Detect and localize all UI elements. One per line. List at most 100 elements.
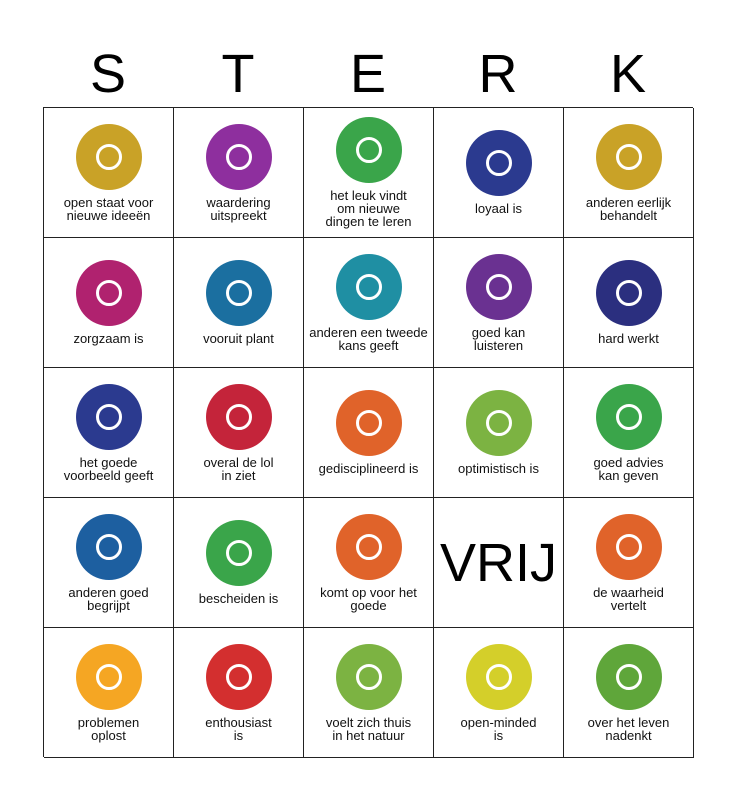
icon-glyph <box>95 280 122 306</box>
cell-icon <box>75 383 142 450</box>
cell-label: optimistisch is <box>458 461 539 476</box>
cell-label: hard werkt <box>598 331 659 346</box>
cell-label: overal de lol <box>203 454 274 470</box>
cell-label: behandelt <box>599 207 658 223</box>
icon-glyph <box>615 280 642 306</box>
cell-label: het leuk vindt <box>330 188 407 203</box>
icon-glyph <box>95 143 122 170</box>
cell-label: oplost <box>91 727 126 743</box>
cell-label: is <box>233 727 244 743</box>
bingo-cell: hard werkt <box>564 238 694 368</box>
cell-label: goed kan <box>471 324 526 340</box>
cell-label: dingen te leren <box>325 214 412 229</box>
bingo-cell: voelt zich thuis in het natuur <box>304 628 434 758</box>
icon-glyph <box>485 150 512 176</box>
cell-icon <box>595 643 662 710</box>
cell-icon <box>205 383 272 450</box>
cell-label: problemen <box>77 714 140 730</box>
column-letter: S <box>89 44 127 104</box>
cell-icon <box>335 643 402 710</box>
column-letter: E <box>349 44 387 104</box>
bingo-cell: loyaal is <box>434 108 564 238</box>
cell-label: uitspreekt <box>210 207 267 223</box>
cell-label: kan geven <box>598 467 659 483</box>
cell-label: anderen eerlijk <box>585 194 672 210</box>
cell-label: goed advies <box>593 454 664 470</box>
cell-label: komt op voor het <box>320 584 417 600</box>
icon-glyph <box>355 137 382 163</box>
cell-icon <box>465 253 532 320</box>
cell-label: over het leven <box>587 714 670 730</box>
cell-label: open staat voor <box>63 194 154 210</box>
bingo-cell: het leuk vindt om nieuwe dingen te leren <box>304 108 434 238</box>
cell-label: is <box>493 727 504 743</box>
icon-glyph <box>225 280 252 306</box>
cell-icon <box>335 117 402 183</box>
bingo-cell: zorgzaam is <box>44 238 174 368</box>
cell-label: nadenkt <box>605 727 652 743</box>
bingo-cell: overal de lol in ziet <box>174 368 304 498</box>
bingo-cell: over het leven nadenkt <box>564 628 694 758</box>
cell-icon <box>205 260 272 326</box>
cell-icon <box>465 130 532 196</box>
cell-label: nieuwe ideeën <box>66 207 151 223</box>
cell-label: het goede <box>79 454 138 470</box>
column-letter: K <box>609 44 647 104</box>
cell-label: vertelt <box>610 597 647 613</box>
cell-label: begrijpt <box>87 597 130 613</box>
cell-icon <box>75 513 142 580</box>
bingo-cell: enthousiast is <box>174 628 304 758</box>
icon-glyph <box>615 663 642 690</box>
bingo-cell: goed kan luisteren <box>434 238 564 368</box>
cell-icon <box>465 643 532 710</box>
cell-label: anderen een tweede <box>309 324 428 340</box>
cell-icon <box>335 253 402 320</box>
bingo-cell: open-minded is <box>434 628 564 758</box>
bingo-cell: VRIJ <box>434 498 564 628</box>
cell-icon <box>595 383 662 450</box>
icon-glyph <box>485 663 512 690</box>
icon-glyph <box>355 663 382 690</box>
icon-glyph <box>225 143 252 170</box>
cell-icon <box>205 123 272 190</box>
bingo-cell: het goede voorbeeld geeft <box>44 368 174 498</box>
bingo-cell: de waarheid vertelt <box>564 498 694 628</box>
icon-glyph <box>95 533 122 560</box>
icon-glyph <box>95 663 122 690</box>
cell-icon <box>75 123 142 190</box>
cell-label: luisteren <box>473 337 524 353</box>
icon-glyph <box>615 143 642 170</box>
cell-icon <box>595 513 662 580</box>
icon-glyph <box>615 533 642 560</box>
bingo-cell: goed advies kan geven <box>564 368 694 498</box>
cell-label: in ziet <box>221 467 256 483</box>
icon-glyph <box>95 403 122 430</box>
bingo-cell: anderen eerlijk behandelt <box>564 108 694 238</box>
bingo-cell: open staat voor nieuwe ideeën <box>44 108 174 238</box>
bingo-cell: optimistisch is <box>434 368 564 498</box>
icon-glyph <box>225 663 252 690</box>
icon-glyph <box>225 540 252 566</box>
column-letter: T <box>221 44 255 104</box>
icon-glyph <box>355 533 382 560</box>
cell-label: voorbeeld geeft <box>63 467 154 483</box>
bingo-cell: vooruit plant <box>174 238 304 368</box>
cell-label: voelt zich thuis <box>325 714 412 730</box>
cell-icon <box>75 643 142 710</box>
cell-icon <box>205 643 272 710</box>
cell-label: anderen goed <box>68 584 149 600</box>
cell-icon <box>335 513 402 580</box>
cell-label: zorgzaam is <box>73 331 144 346</box>
cell-label: bescheiden is <box>198 591 279 606</box>
cell-label: loyaal is <box>475 201 522 216</box>
cell-label: vooruit plant <box>203 331 274 346</box>
cell-label: goede <box>350 597 387 613</box>
icon-glyph <box>225 403 252 430</box>
cell-icon <box>75 260 142 326</box>
icon-glyph <box>485 410 512 436</box>
icon-glyph <box>355 410 382 436</box>
cell-label: open-minded <box>460 714 537 730</box>
cell-label: in het natuur <box>332 727 405 743</box>
cell-label: om nieuwe <box>337 201 400 216</box>
